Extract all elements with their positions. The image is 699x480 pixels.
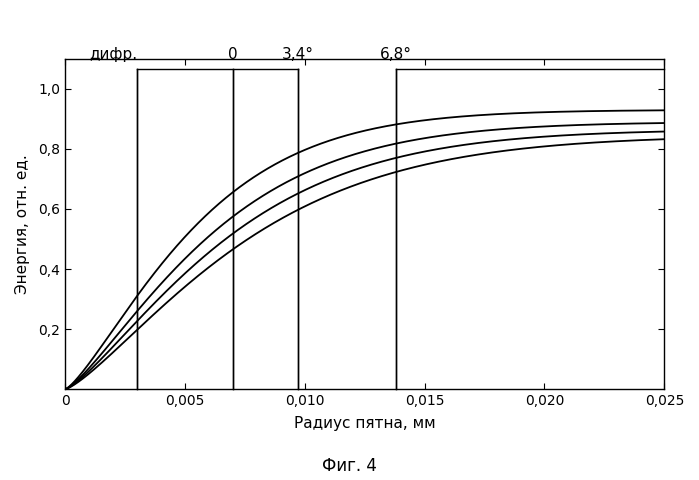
Text: 3,4°: 3,4° [282,48,314,62]
Text: дифр.: дифр. [89,48,137,62]
Text: 0: 0 [228,48,238,62]
Text: Фиг. 4: Фиг. 4 [322,457,377,475]
Text: 6,8°: 6,8° [380,48,412,62]
Y-axis label: Энергия, отн. ед.: Энергия, отн. ед. [15,154,30,294]
X-axis label: Радиус пятна, мм: Радиус пятна, мм [294,416,435,432]
